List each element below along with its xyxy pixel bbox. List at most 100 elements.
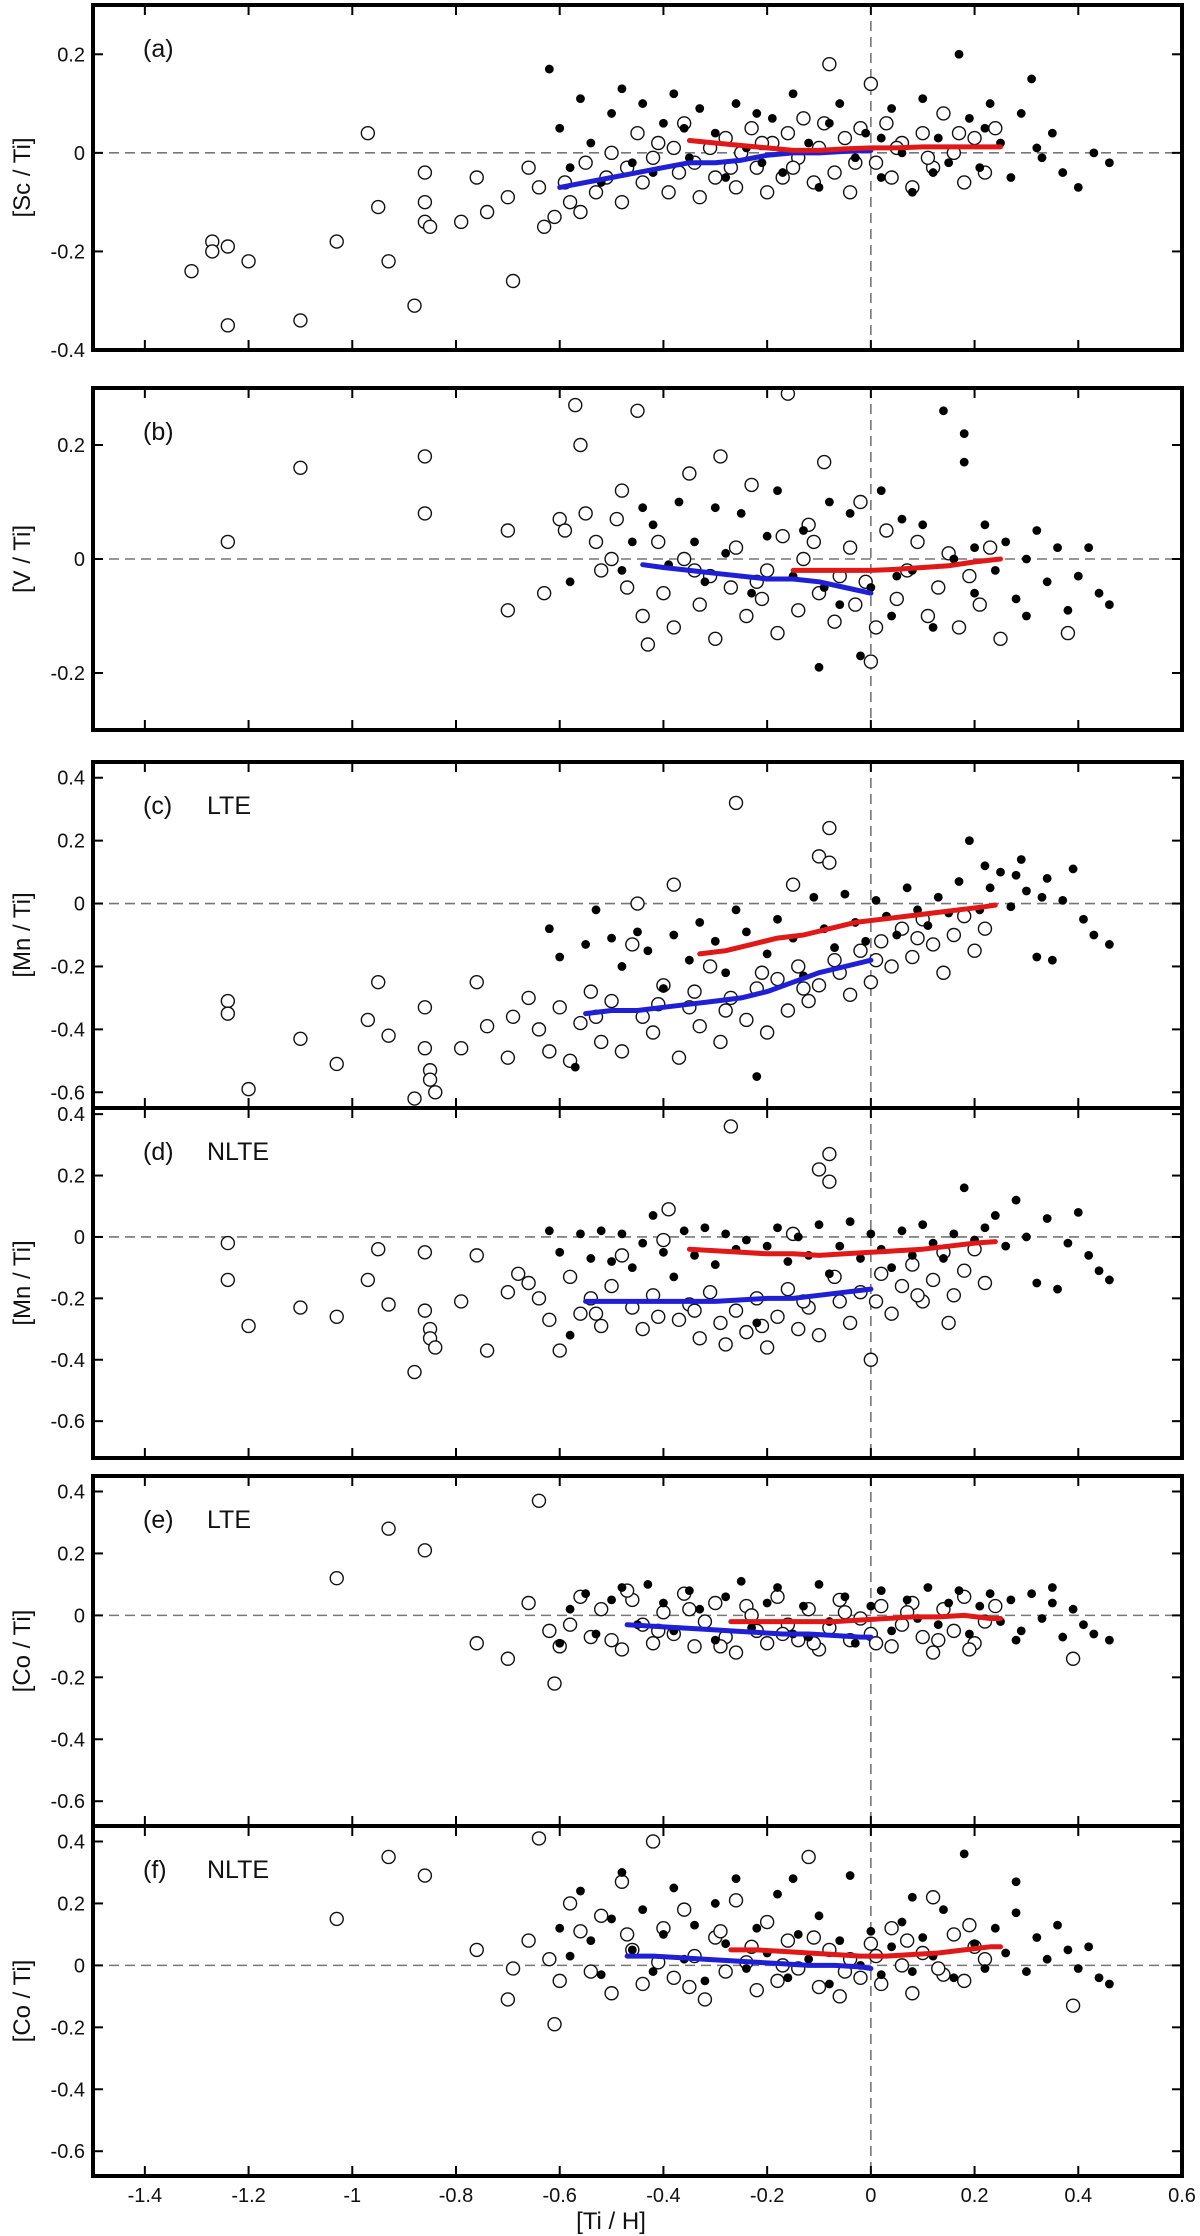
filled-point-35: [944, 158, 954, 168]
open-point-27: [604, 1278, 619, 1294]
panel-a: -0.4 -0.2 0 0.2 [Sc / Ti] (a): [9, 3, 1184, 362]
filled-point-19: [799, 1601, 808, 1611]
y-tick-label: -0.4: [51, 1350, 85, 1372]
filled-point-19: [835, 600, 845, 609]
open-point-37: [780, 388, 796, 401]
filled-point-17: [731, 99, 741, 108]
filled-point-31: [959, 429, 969, 438]
filled-point-0: [555, 1923, 565, 1933]
data-layer: [184, 49, 1114, 333]
filled-point-35: [907, 1250, 917, 1260]
filled-point-4: [607, 1595, 616, 1605]
x-tick-label: 0.6: [1168, 2185, 1196, 2207]
open-point-22: [552, 1000, 567, 1015]
y-tick-label: 0.2: [57, 1166, 85, 1188]
filled-point-0: [544, 64, 554, 74]
filled-point-34: [980, 520, 990, 530]
open-point-20: [531, 1291, 547, 1306]
y-tick-label: -0.6: [51, 1082, 85, 1104]
open-point-29: [588, 185, 604, 200]
filled-point-41: [1006, 173, 1016, 182]
filled-point-50: [876, 133, 886, 143]
filled-point-29: [923, 1583, 933, 1592]
filled-point-32: [959, 457, 969, 467]
filled-point-14: [700, 1976, 710, 1986]
filled-point-14: [773, 486, 782, 495]
open-point-76: [988, 121, 1003, 136]
filled-point-25: [824, 118, 834, 128]
filled-point-44: [1037, 153, 1047, 163]
open-point-0: [220, 993, 236, 1009]
filled-point-23: [804, 138, 814, 148]
filled-point-11: [659, 1247, 668, 1257]
open-point-14: [604, 1632, 619, 1648]
open-point-9: [547, 2017, 562, 2032]
open-point-15: [604, 1986, 619, 2001]
open-point-7: [542, 1623, 557, 1639]
y-tick-label: 0.2: [57, 44, 85, 66]
open-point-13: [594, 1601, 609, 1617]
filled-point-2: [570, 1062, 580, 1072]
open-point-50: [759, 185, 775, 200]
y-tick-label: 0.4: [57, 1481, 85, 1503]
open-point-55: [796, 111, 811, 126]
open-point-19: [656, 1605, 671, 1620]
open-point-31: [604, 145, 619, 161]
y-tick-label: 0.2: [57, 435, 85, 457]
open-point-2: [417, 1868, 433, 1883]
open-point-55: [853, 943, 868, 958]
open-point-24: [573, 1306, 588, 1321]
open-point-55: [682, 1979, 697, 1995]
filled-point-47: [1032, 1278, 1042, 1288]
open-point-46: [728, 180, 744, 195]
filled-point-10: [669, 930, 679, 940]
blue-running-mean-line: [640, 562, 874, 596]
open-point-57: [874, 934, 889, 949]
open-point-31: [770, 1973, 785, 1989]
open-point-51: [879, 523, 894, 538]
filled-point-14: [690, 1250, 699, 1260]
open-point-37: [692, 1019, 707, 1034]
filled-point-36: [918, 1220, 928, 1230]
filled-point-27: [918, 520, 928, 530]
y-tick-label: -0.4: [51, 1019, 85, 1041]
open-point-19: [500, 190, 516, 205]
open-point-27: [708, 631, 723, 646]
open-point-53: [780, 125, 796, 141]
filled-point-49: [1053, 1284, 1062, 1294]
filled-point-23: [793, 1930, 803, 1939]
x-axis-label: [Ti / H]: [576, 2208, 646, 2235]
open-point-56: [931, 580, 946, 595]
filled-point-24: [866, 1601, 876, 1611]
filled-point-32: [887, 1942, 896, 1952]
open-point-34: [801, 1849, 816, 1865]
y-tick-label: -0.6: [51, 2141, 85, 2163]
open-point-18: [511, 1266, 526, 1281]
open-point-12: [588, 534, 604, 550]
open-point-70: [687, 1303, 702, 1318]
open-point-59: [905, 1257, 920, 1272]
open-point-56: [874, 1266, 889, 1281]
open-point-63: [863, 76, 879, 92]
panel-label: (f): [143, 1856, 167, 1884]
open-point-27: [573, 204, 588, 220]
open-point-42: [739, 1012, 754, 1028]
open-point-77: [666, 140, 681, 156]
red-running-mean-line: [728, 1944, 1003, 1959]
filled-point-46: [1105, 1635, 1114, 1645]
filled-point-48: [1053, 1920, 1062, 1930]
open-point-43: [894, 1958, 910, 1973]
filled-point-12: [695, 918, 705, 927]
open-point-7: [381, 1028, 396, 1043]
open-point-77: [910, 930, 925, 946]
open-point-8: [407, 1364, 422, 1380]
open-point-29: [749, 1982, 764, 1998]
filled-point-6: [607, 109, 616, 118]
open-point-18: [479, 204, 495, 220]
filled-point-19: [757, 158, 767, 168]
x-tick-label: 0.2: [961, 2185, 989, 2207]
open-point-9: [371, 199, 386, 215]
y-tick-label: 0: [74, 1605, 85, 1627]
filled-point-4: [591, 905, 601, 915]
filled-point-44: [1001, 1241, 1011, 1251]
